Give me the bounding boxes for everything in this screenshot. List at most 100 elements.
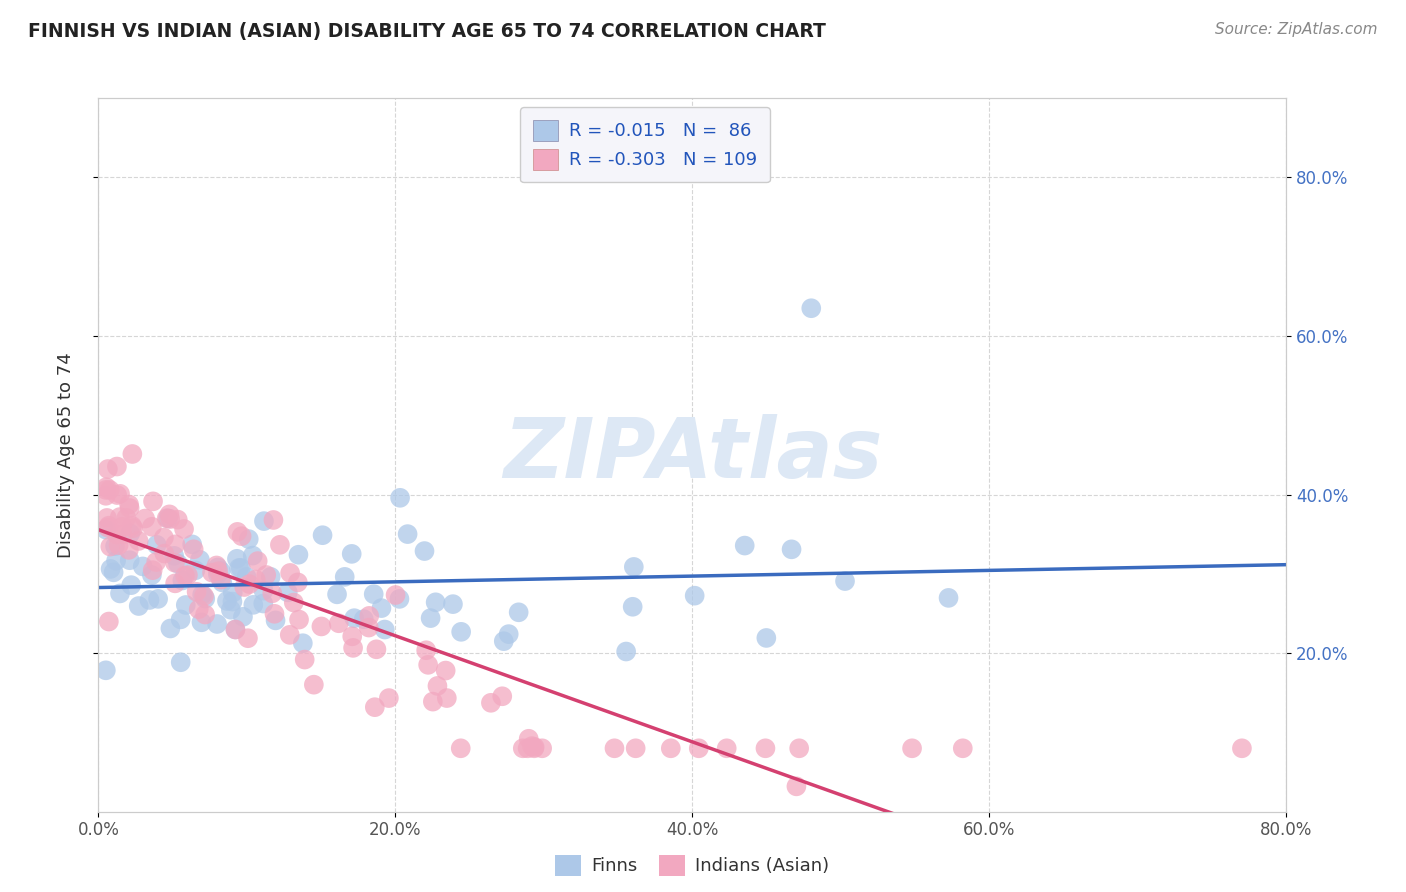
Point — [269, 538, 291, 552]
Point — [450, 741, 472, 756]
Point — [364, 700, 387, 714]
Point — [121, 519, 143, 533]
Text: ZIPAtlas: ZIPAtlas — [503, 415, 882, 495]
Point — [278, 566, 301, 580]
Point — [103, 566, 125, 580]
Point — [508, 605, 530, 619]
Point — [516, 741, 538, 756]
Point — [363, 587, 385, 601]
Point — [122, 521, 145, 535]
Point — [187, 602, 209, 616]
Point — [104, 539, 127, 553]
Point — [952, 741, 974, 756]
Point — [207, 564, 229, 578]
Point — [97, 462, 120, 476]
Point — [378, 691, 401, 706]
Point — [128, 533, 150, 548]
Point — [288, 613, 311, 627]
Point — [603, 741, 626, 756]
Point — [108, 487, 131, 501]
Point — [734, 539, 756, 553]
Point — [224, 623, 246, 637]
Point — [120, 578, 142, 592]
Y-axis label: Disability Age 65 to 74: Disability Age 65 to 74 — [56, 352, 75, 558]
Point — [97, 518, 120, 533]
Text: FINNISH VS INDIAN (ASIAN) DISABILITY AGE 65 TO 74 CORRELATION CHART: FINNISH VS INDIAN (ASIAN) DISABILITY AGE… — [28, 22, 825, 41]
Point — [190, 615, 212, 630]
Point — [235, 570, 257, 584]
Point — [260, 570, 283, 584]
Point — [246, 554, 269, 568]
Point — [205, 558, 228, 573]
Point — [108, 510, 131, 524]
Point — [366, 642, 388, 657]
Point — [229, 561, 252, 575]
Point — [165, 576, 187, 591]
Point — [120, 526, 142, 541]
Point — [491, 690, 513, 704]
Point — [787, 741, 810, 756]
Point — [238, 532, 260, 546]
Point — [224, 623, 246, 637]
Point — [209, 564, 232, 578]
Point — [141, 568, 163, 582]
Point — [418, 657, 440, 672]
Point — [253, 514, 276, 528]
Point — [105, 488, 128, 502]
Point — [142, 563, 165, 577]
Point — [194, 607, 217, 622]
Point — [517, 731, 540, 746]
Point — [523, 740, 546, 755]
Point — [222, 585, 245, 599]
Point — [498, 627, 520, 641]
Point — [683, 589, 706, 603]
Point — [659, 741, 682, 756]
Point — [415, 643, 437, 657]
Point — [359, 608, 381, 623]
Point — [183, 542, 205, 557]
Point — [233, 580, 256, 594]
Point — [252, 583, 274, 598]
Point — [311, 619, 333, 633]
Point — [205, 617, 228, 632]
Point — [262, 513, 284, 527]
Point — [207, 560, 229, 574]
Point — [311, 528, 333, 542]
Point — [425, 595, 447, 609]
Point — [156, 511, 179, 525]
Point — [165, 537, 187, 551]
Point — [357, 621, 380, 635]
Point — [780, 542, 803, 557]
Point — [191, 588, 214, 602]
Point — [118, 501, 141, 516]
Point — [236, 631, 259, 645]
Point — [238, 577, 260, 591]
Point — [621, 599, 644, 614]
Point — [242, 549, 264, 563]
Point — [153, 547, 176, 561]
Point — [177, 568, 200, 582]
Point — [374, 623, 396, 637]
Point — [264, 614, 287, 628]
Point — [901, 741, 924, 756]
Point — [172, 574, 194, 588]
Point — [388, 591, 411, 606]
Point — [232, 609, 254, 624]
Point — [419, 611, 441, 625]
Point — [201, 566, 224, 580]
Point — [98, 483, 121, 497]
Point — [492, 634, 515, 648]
Point — [97, 615, 120, 629]
Point — [98, 540, 121, 554]
Point — [441, 597, 464, 611]
Point — [343, 611, 366, 625]
Point — [111, 528, 134, 542]
Point — [193, 589, 215, 603]
Point — [326, 587, 349, 601]
Point — [353, 612, 375, 626]
Point — [716, 741, 738, 756]
Point — [342, 629, 364, 643]
Point — [96, 480, 118, 494]
Point — [108, 586, 131, 600]
Point — [194, 591, 217, 606]
